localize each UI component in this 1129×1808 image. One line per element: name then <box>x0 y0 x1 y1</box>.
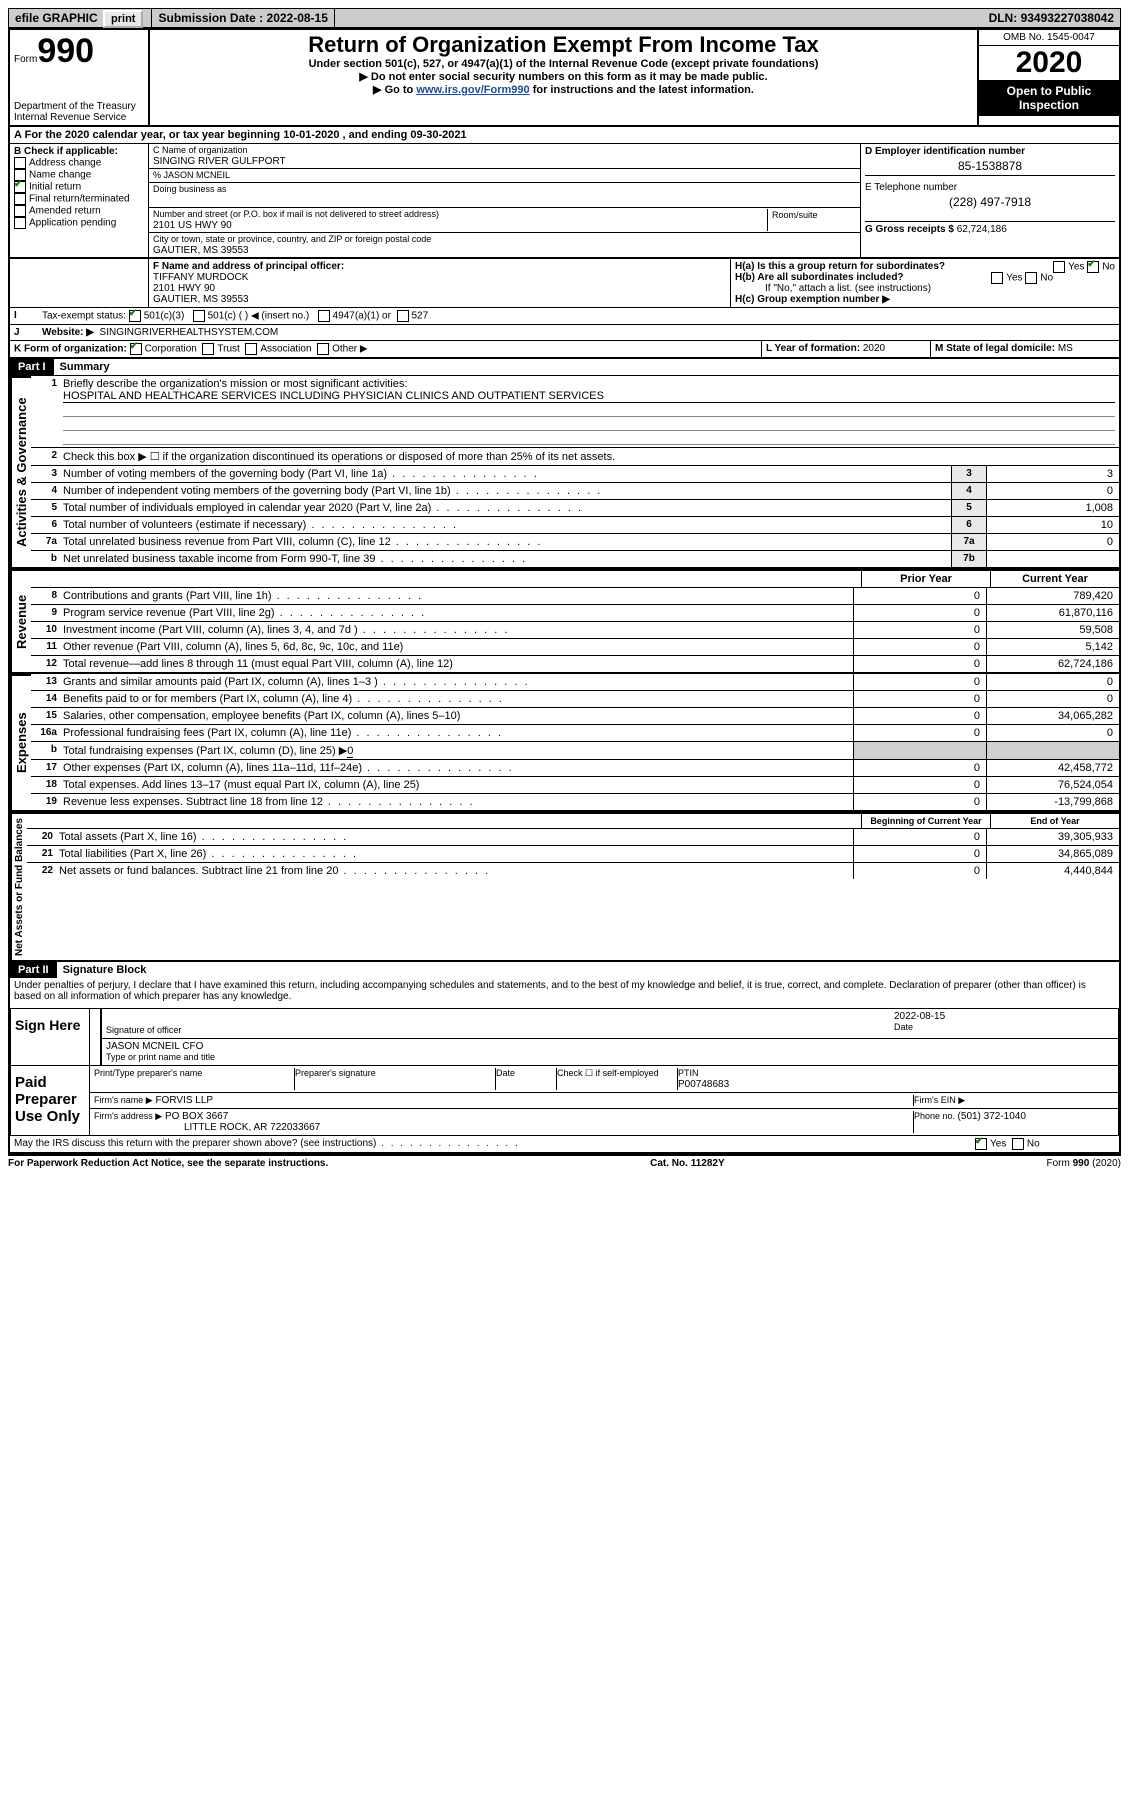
footer: For Paperwork Reduction Act Notice, see … <box>8 1156 1121 1171</box>
row-j: J Website: ▶ SINGINGRIVERHEALTHSYSTEM.CO… <box>10 325 1119 341</box>
line5-val: 1,008 <box>987 500 1119 516</box>
527-checkbox[interactable] <box>397 310 409 322</box>
row-a-tax-year: A For the 2020 calendar year, or tax yea… <box>10 127 1119 144</box>
omb-number: OMB No. 1545-0047 <box>979 30 1119 46</box>
firm-address: PO BOX 3667 <box>165 1111 228 1122</box>
line12-curr: 62,724,186 <box>987 656 1119 672</box>
instructions-link[interactable]: www.irs.gov/Form990 <box>416 84 529 96</box>
form-header: Form990 Department of the Treasury Inter… <box>10 30 1119 127</box>
care-of: % JASON MCNEIL <box>153 170 230 180</box>
part1-header: Part I Summary <box>10 359 1119 375</box>
line16a-curr: 0 <box>987 725 1119 741</box>
dept-treasury: Department of the Treasury <box>14 101 144 112</box>
sidebar-expenses: Expenses <box>10 674 31 810</box>
form-body: Form990 Department of the Treasury Inter… <box>8 28 1121 1156</box>
line4-val: 0 <box>987 483 1119 499</box>
line22-curr: 4,440,844 <box>987 863 1119 879</box>
paid-preparer-block: Paid Preparer Use Only Print/Type prepar… <box>10 1066 1119 1136</box>
group-return-no[interactable] <box>1087 261 1099 273</box>
corp-checkbox[interactable] <box>130 343 142 355</box>
line7b-val <box>987 551 1119 567</box>
4947-checkbox[interactable] <box>318 310 330 322</box>
gross-receipts: 62,724,186 <box>957 224 1007 235</box>
line6-val: 10 <box>987 517 1119 533</box>
ein: 85-1538878 <box>865 157 1115 175</box>
line8-curr: 789,420 <box>987 588 1119 604</box>
line13-curr: 0 <box>987 674 1119 690</box>
officer-typed: JASON MCNEIL CFO <box>106 1041 203 1052</box>
line3-val: 3 <box>987 466 1119 482</box>
line21-curr: 34,865,089 <box>987 846 1119 862</box>
city-state-zip: GAUTIER, MS 39553 <box>153 245 249 256</box>
efile-label: efile GRAPHIC print <box>9 9 152 27</box>
telephone: (228) 497-7918 <box>865 193 1115 211</box>
line14-curr: 0 <box>987 691 1119 707</box>
entity-info-grid: B Check if applicable: Address change Na… <box>10 144 1119 259</box>
year-formation: 2020 <box>863 343 885 354</box>
firm-name: FORVIS LLP <box>155 1095 213 1106</box>
assoc-checkbox[interactable] <box>245 343 257 355</box>
subtitle-3: ▶ Go to www.irs.gov/Form990 for instruct… <box>154 83 973 96</box>
subs-yes[interactable] <box>991 272 1003 284</box>
tax-year: 2020 <box>979 46 1119 80</box>
addr-change-checkbox[interactable] <box>14 157 26 169</box>
mission-text: HOSPITAL AND HEALTHCARE SERVICES INCLUDI… <box>63 390 1115 403</box>
line19-curr: -13,799,868 <box>987 794 1119 810</box>
line15-curr: 34,065,282 <box>987 708 1119 724</box>
submission-date: Submission Date : 2022-08-15 <box>152 9 334 27</box>
sign-here-block: Sign Here Signature of officer 2022-08-1… <box>10 1008 1119 1066</box>
box-b: B Check if applicable: Address change Na… <box>10 144 149 257</box>
irs-label: Internal Revenue Service <box>14 112 144 123</box>
group-return-yes[interactable] <box>1053 261 1065 273</box>
officer-name: TIFFANY MURDOCK <box>153 272 248 283</box>
line18-curr: 76,524,054 <box>987 777 1119 793</box>
other-checkbox[interactable] <box>317 343 329 355</box>
501c3-checkbox[interactable] <box>129 310 141 322</box>
line7a-val: 0 <box>987 534 1119 550</box>
row-f-h: F Name and address of principal officer:… <box>10 259 1119 308</box>
sidebar-activities: Activities & Governance <box>10 376 31 567</box>
501c-checkbox[interactable] <box>193 310 205 322</box>
row-k-l-m: K Form of organization: Corporation Trus… <box>10 341 1119 359</box>
subtitle-1: Under section 501(c), 527, or 4947(a)(1)… <box>154 58 973 70</box>
line9-curr: 61,870,116 <box>987 605 1119 621</box>
sidebar-revenue: Revenue <box>10 569 31 672</box>
subs-no[interactable] <box>1025 272 1037 284</box>
discuss-no[interactable] <box>1012 1138 1024 1150</box>
line10-curr: 59,508 <box>987 622 1119 638</box>
firm-phone: (501) 372-1040 <box>958 1111 1026 1122</box>
line17-curr: 42,458,772 <box>987 760 1119 776</box>
initial-return-checkbox[interactable] <box>14 181 26 193</box>
dln: DLN: 93493227038042 <box>983 9 1120 27</box>
line11-curr: 5,142 <box>987 639 1119 655</box>
form-title: Return of Organization Exempt From Incom… <box>154 32 973 58</box>
discuss-row: May the IRS discuss this return with the… <box>10 1136 1119 1154</box>
row-i: I Tax-exempt status: 501(c)(3) 501(c) ( … <box>10 308 1119 325</box>
discuss-yes[interactable] <box>975 1138 987 1150</box>
top-toolbar: efile GRAPHIC print Submission Date : 20… <box>8 8 1121 28</box>
website: SINGINGRIVERHEALTHSYSTEM.COM <box>100 327 279 338</box>
street-address: 2101 US HWY 90 <box>153 220 232 231</box>
ptin: P00748683 <box>678 1079 729 1090</box>
box-d: D Employer identification number 85-1538… <box>861 144 1119 257</box>
amended-checkbox[interactable] <box>14 205 26 217</box>
open-to-public: Open to Public Inspection <box>979 80 1119 116</box>
part2-header: Part II Signature Block <box>10 962 1119 978</box>
final-return-checkbox[interactable] <box>14 193 26 205</box>
form-number: Form990 <box>14 32 144 71</box>
application-pending-checkbox[interactable] <box>14 217 26 229</box>
sidebar-net-assets: Net Assets or Fund Balances <box>10 812 27 960</box>
trust-checkbox[interactable] <box>202 343 214 355</box>
print-button[interactable]: print <box>103 10 143 28</box>
perjury-declaration: Under penalties of perjury, I declare th… <box>10 978 1119 1004</box>
sig-date: 2022-08-15 <box>894 1011 945 1022</box>
org-name: SINGING RIVER GULFPORT <box>153 156 286 167</box>
line20-curr: 39,305,933 <box>987 829 1119 845</box>
state-domicile: MS <box>1058 343 1073 354</box>
subtitle-2: ▶ Do not enter social security numbers o… <box>154 70 973 83</box>
box-c: C Name of organizationSINGING RIVER GULF… <box>149 144 861 257</box>
